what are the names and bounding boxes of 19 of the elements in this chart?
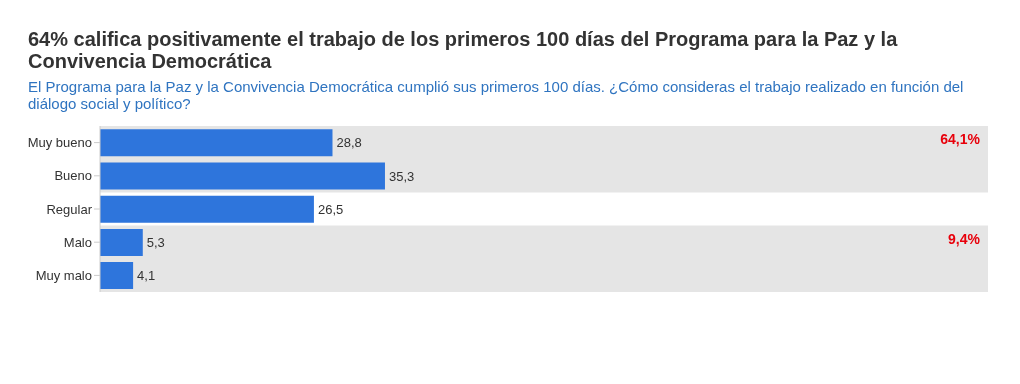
bar bbox=[100, 195, 314, 223]
chart-subtitle: El Programa para la Paz y la Convivencia Democrática cumplió sus primeros 100 días. ¿Cómo consideras el trabajo realizado en función del diálogo social y político? bbox=[28, 78, 965, 112]
data-label: 5,3 bbox=[146, 235, 165, 251]
bar bbox=[100, 262, 134, 290]
data-label: 35,3 bbox=[388, 168, 415, 184]
data-label: 4,1 bbox=[137, 268, 156, 284]
band-label: 64,1% bbox=[940, 130, 981, 147]
y-tick-label: Muy bueno bbox=[27, 135, 92, 151]
chart-title: 64% califica positivamente el trabajo de los primeros 100 días del Programa para la Paz y la Convivencia Democrática bbox=[28, 28, 899, 72]
y-tick-label: Malo bbox=[63, 234, 92, 250]
bar bbox=[100, 228, 143, 256]
data-label: 26,5 bbox=[317, 201, 344, 217]
y-tick-label: Bueno bbox=[54, 168, 92, 184]
data-label: 28,8 bbox=[336, 135, 362, 151]
y-tick-label: Regular bbox=[46, 201, 93, 217]
bar bbox=[100, 129, 333, 157]
band-label: 9,4% bbox=[948, 230, 981, 247]
bar bbox=[100, 162, 385, 190]
y-tick-label: Muy malo bbox=[35, 268, 92, 284]
